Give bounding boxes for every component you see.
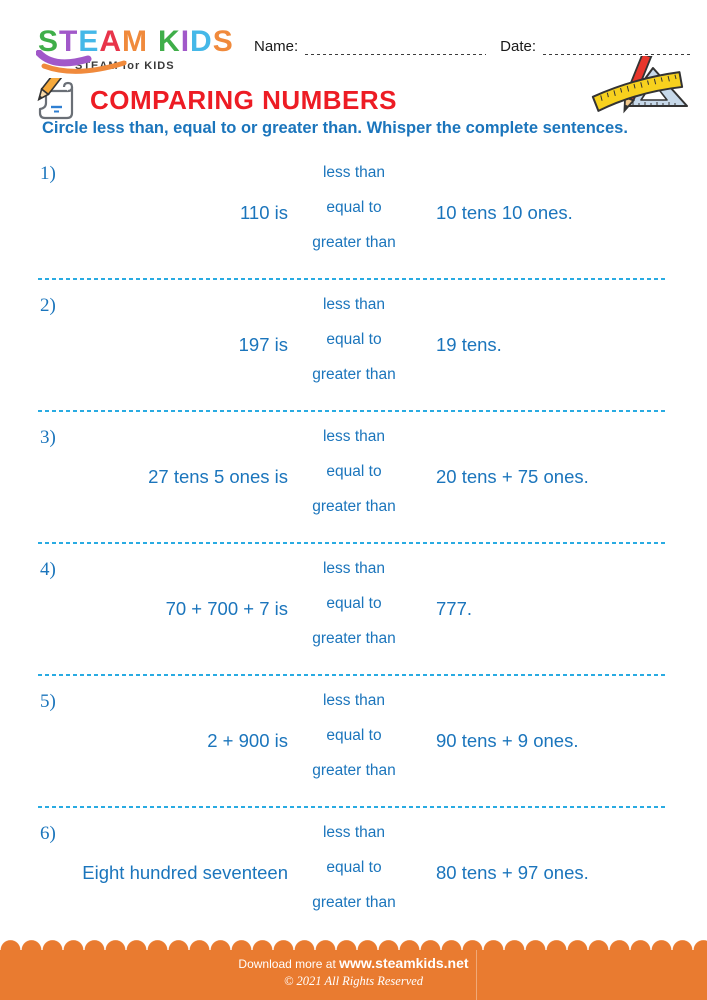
item-options: less than equal to greater than [288, 422, 420, 532]
name-row: Name: Date: [254, 38, 691, 55]
item-number: 3) [40, 427, 56, 448]
option-greater-than[interactable]: greater than [312, 498, 396, 515]
logo-letter: D [190, 25, 213, 58]
option-equal-to[interactable]: equal to [326, 331, 382, 348]
footer-copyright: © 2021 All Rights Reserved [283, 974, 424, 988]
option-equal-to[interactable]: equal to [326, 463, 382, 480]
option-less-than[interactable]: less than [322, 296, 386, 313]
ruler-setsquare-pencil-icon [591, 56, 688, 114]
worksheet-item-5: 5) 2 + 900 is less than equal to greater… [38, 686, 668, 796]
logo-letter: S [212, 25, 234, 58]
item-number: 6) [40, 823, 56, 844]
option-greater-than[interactable]: greater than [312, 366, 396, 383]
logo-letter: S [38, 25, 60, 58]
item-number: 4) [40, 559, 56, 580]
footer-website-link[interactable]: www.steamkids.net [339, 955, 469, 971]
dashed-separator [38, 674, 668, 676]
logo-letter: M [122, 25, 149, 58]
option-equal-to[interactable]: equal to [326, 595, 382, 612]
logo-word-kids: KIDS [158, 26, 234, 58]
item-left-expression: 2 + 900 is [207, 730, 288, 751]
item-left-expression: 197 is [238, 334, 288, 355]
item-options: less than equal to greater than [288, 686, 420, 796]
item-left-expression: 70 + 700 + 7 is [165, 598, 288, 619]
footer-download-line: Download more at www.steamkids.net [0, 955, 707, 971]
option-equal-to[interactable]: equal to [326, 859, 382, 876]
notepad-pencil-icon [37, 78, 74, 120]
option-less-than[interactable]: less than [322, 164, 386, 181]
item-right-expression: 19 tens. [436, 334, 502, 355]
option-equal-to[interactable]: equal to [326, 199, 382, 216]
title-row: COMPARING NUMBERS [34, 78, 397, 123]
logo-letter: I [180, 25, 191, 58]
instruction-text: Circle less than, equal to or greater th… [42, 119, 628, 137]
option-greater-than[interactable]: greater than [312, 894, 396, 911]
dashed-separator [38, 278, 668, 280]
item-right-expression: 10 tens 10 ones. [436, 202, 573, 223]
item-options: less than equal to greater than [288, 554, 420, 664]
name-label: Name: [254, 38, 299, 55]
worksheet-item-3: 3) 27 tens 5 ones is less than equal to … [38, 422, 668, 532]
item-number: 1) [40, 163, 56, 184]
page-title: COMPARING NUMBERS [90, 85, 398, 115]
option-less-than[interactable]: less than [322, 692, 386, 709]
option-less-than[interactable]: less than [322, 428, 386, 445]
option-greater-than[interactable]: greater than [312, 630, 396, 647]
item-left-expression: 27 tens 5 ones is [148, 466, 288, 487]
dashed-separator [38, 410, 668, 412]
worksheet-item-6: 6) Eight hundred seventeen less than equ… [38, 818, 668, 928]
footer: Download more at www.steamkids.net © 202… [0, 938, 707, 1000]
item-right-expression: 20 tens + 75 ones. [436, 466, 589, 487]
item-options: less than equal to greater than [288, 818, 420, 928]
logo-letter: T [59, 25, 79, 58]
dashed-separator [38, 542, 668, 544]
scallop-border [0, 938, 707, 950]
item-right-expression: 777. [436, 598, 473, 619]
item-number: 5) [40, 691, 56, 712]
item-left-expression: 110 is [240, 202, 288, 223]
items-list: 1) 110 is less than equal to greater tha… [38, 158, 668, 928]
logo-letter: A [99, 25, 123, 58]
item-right-expression: 80 tens + 97 ones. [436, 862, 589, 883]
dashed-separator [38, 806, 668, 808]
footer-band: Download more at www.steamkids.net © 202… [0, 950, 707, 1000]
worksheet-item-1: 1) 110 is less than equal to greater tha… [38, 158, 668, 268]
logo-letter: E [78, 25, 100, 58]
item-number: 2) [40, 295, 56, 316]
option-greater-than[interactable]: greater than [312, 762, 396, 779]
footer-divider-line [476, 950, 477, 1000]
worksheet-item-2: 2) 197 is less than equal to greater tha… [38, 290, 668, 400]
item-left-expression: Eight hundred seventeen [82, 862, 288, 883]
date-input-line[interactable] [543, 40, 691, 55]
steam-kids-logo: STEAM KIDS STEAM for KIDS [36, 26, 254, 74]
header: STEAM KIDS STEAM for KIDS Name: Date: [36, 26, 691, 74]
logo-letter: K [158, 25, 181, 58]
option-less-than[interactable]: less than [322, 824, 386, 841]
item-right-expression: 90 tens + 9 ones. [436, 730, 579, 751]
option-less-than[interactable]: less than [322, 560, 386, 577]
logo-swoosh-icon [36, 50, 127, 74]
worksheet-item-4: 4) 70 + 700 + 7 is less than equal to gr… [38, 554, 668, 664]
logo-word-steam: STEAM [38, 26, 148, 58]
option-greater-than[interactable]: greater than [312, 234, 396, 251]
item-options: less than equal to greater than [288, 158, 420, 268]
logo-wordmark: STEAM KIDS [38, 26, 254, 58]
name-input-line[interactable] [305, 40, 487, 55]
footer-download-prefix: Download more at [238, 957, 340, 971]
item-options: less than equal to greater than [288, 290, 420, 400]
option-equal-to[interactable]: equal to [326, 727, 382, 744]
date-label: Date: [500, 38, 536, 55]
